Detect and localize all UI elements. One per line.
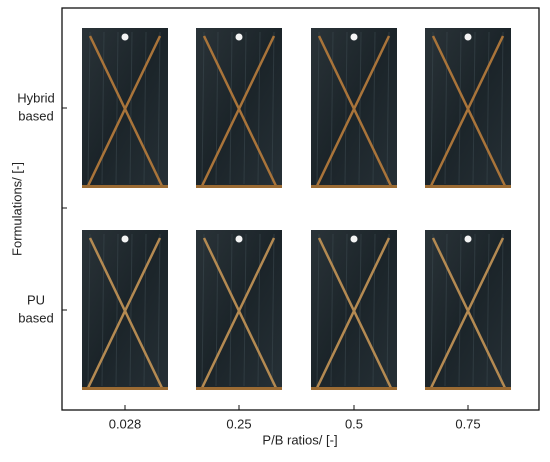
- scratch: [315, 35, 391, 187]
- streak: [472, 31, 476, 185]
- streak: [115, 233, 119, 387]
- row-label: Hybrid: [17, 90, 55, 105]
- hole: [464, 33, 472, 41]
- scratch: [431, 35, 507, 187]
- streak: [143, 233, 147, 387]
- streak: [458, 31, 462, 185]
- panel-photo: [82, 28, 168, 188]
- x-tick-label: 0.028: [109, 416, 142, 431]
- streak: [430, 233, 434, 387]
- scratch: [86, 237, 162, 389]
- panel-bottom: [82, 185, 168, 188]
- streak: [243, 31, 247, 185]
- streak: [201, 31, 205, 185]
- streak: [229, 31, 233, 185]
- scratch: [202, 237, 278, 389]
- streak: [201, 233, 205, 387]
- scratch: [202, 35, 278, 187]
- panel-bottom: [425, 185, 511, 188]
- x-tick-label: 0.25: [226, 416, 251, 431]
- streak: [358, 233, 362, 387]
- streak: [486, 233, 490, 387]
- scratch: [86, 35, 162, 187]
- hole: [350, 33, 358, 41]
- streak: [115, 31, 119, 185]
- streak: [316, 31, 320, 185]
- panel-photo: [196, 230, 282, 390]
- streak: [472, 233, 476, 387]
- streak: [344, 31, 348, 185]
- panel-photo: [82, 230, 168, 390]
- streak: [316, 233, 320, 387]
- scratch: [317, 35, 393, 187]
- hole: [464, 235, 472, 243]
- scratch: [317, 237, 393, 389]
- frame: [61, 7, 540, 411]
- panel-bottom: [425, 387, 511, 390]
- panel-bottom: [196, 387, 282, 390]
- streak: [87, 31, 91, 185]
- x-tick-label: 0.5: [345, 416, 363, 431]
- hole: [121, 235, 129, 243]
- scratch: [431, 237, 507, 389]
- panel-bottom: [196, 185, 282, 188]
- hole: [350, 235, 358, 243]
- streak: [500, 31, 504, 185]
- streak: [271, 233, 275, 387]
- streak: [271, 31, 275, 185]
- scratch: [429, 237, 505, 389]
- streak: [143, 31, 147, 185]
- streak: [243, 233, 247, 387]
- panel-photo: [425, 28, 511, 188]
- streak: [358, 31, 362, 185]
- x-axis-title: P/B ratios/ [-]: [262, 432, 337, 447]
- streak: [87, 233, 91, 387]
- scratch: [200, 237, 276, 389]
- streak: [500, 233, 504, 387]
- panel-photo: [311, 28, 397, 188]
- streak: [458, 233, 462, 387]
- x-tick-label: 0.75: [455, 416, 480, 431]
- panel-bottom: [311, 387, 397, 390]
- streak: [372, 31, 376, 185]
- streak: [157, 31, 161, 185]
- scratch: [429, 35, 505, 187]
- streak: [486, 31, 490, 185]
- row-label: based: [18, 108, 53, 123]
- streak: [229, 233, 233, 387]
- panel-bottom: [82, 387, 168, 390]
- hole: [121, 33, 129, 41]
- streak: [257, 233, 261, 387]
- panel-photo: [311, 230, 397, 390]
- row-label: based: [18, 310, 53, 325]
- streak: [386, 31, 390, 185]
- streak: [344, 233, 348, 387]
- scratch: [315, 237, 391, 389]
- streak: [386, 233, 390, 387]
- streak: [129, 233, 133, 387]
- panel-bottom: [311, 185, 397, 188]
- row-label: PU: [27, 292, 45, 307]
- streak: [372, 233, 376, 387]
- hole: [235, 33, 243, 41]
- scratch: [88, 35, 164, 187]
- panel-photo: [425, 230, 511, 390]
- streak: [257, 31, 261, 185]
- streak: [430, 31, 434, 185]
- y-axis-title: Formulations/ [-]: [9, 162, 24, 256]
- streak: [129, 31, 133, 185]
- panel-photo: [196, 28, 282, 188]
- hole: [235, 235, 243, 243]
- scratch: [88, 237, 164, 389]
- streak: [157, 233, 161, 387]
- scratch: [200, 35, 276, 187]
